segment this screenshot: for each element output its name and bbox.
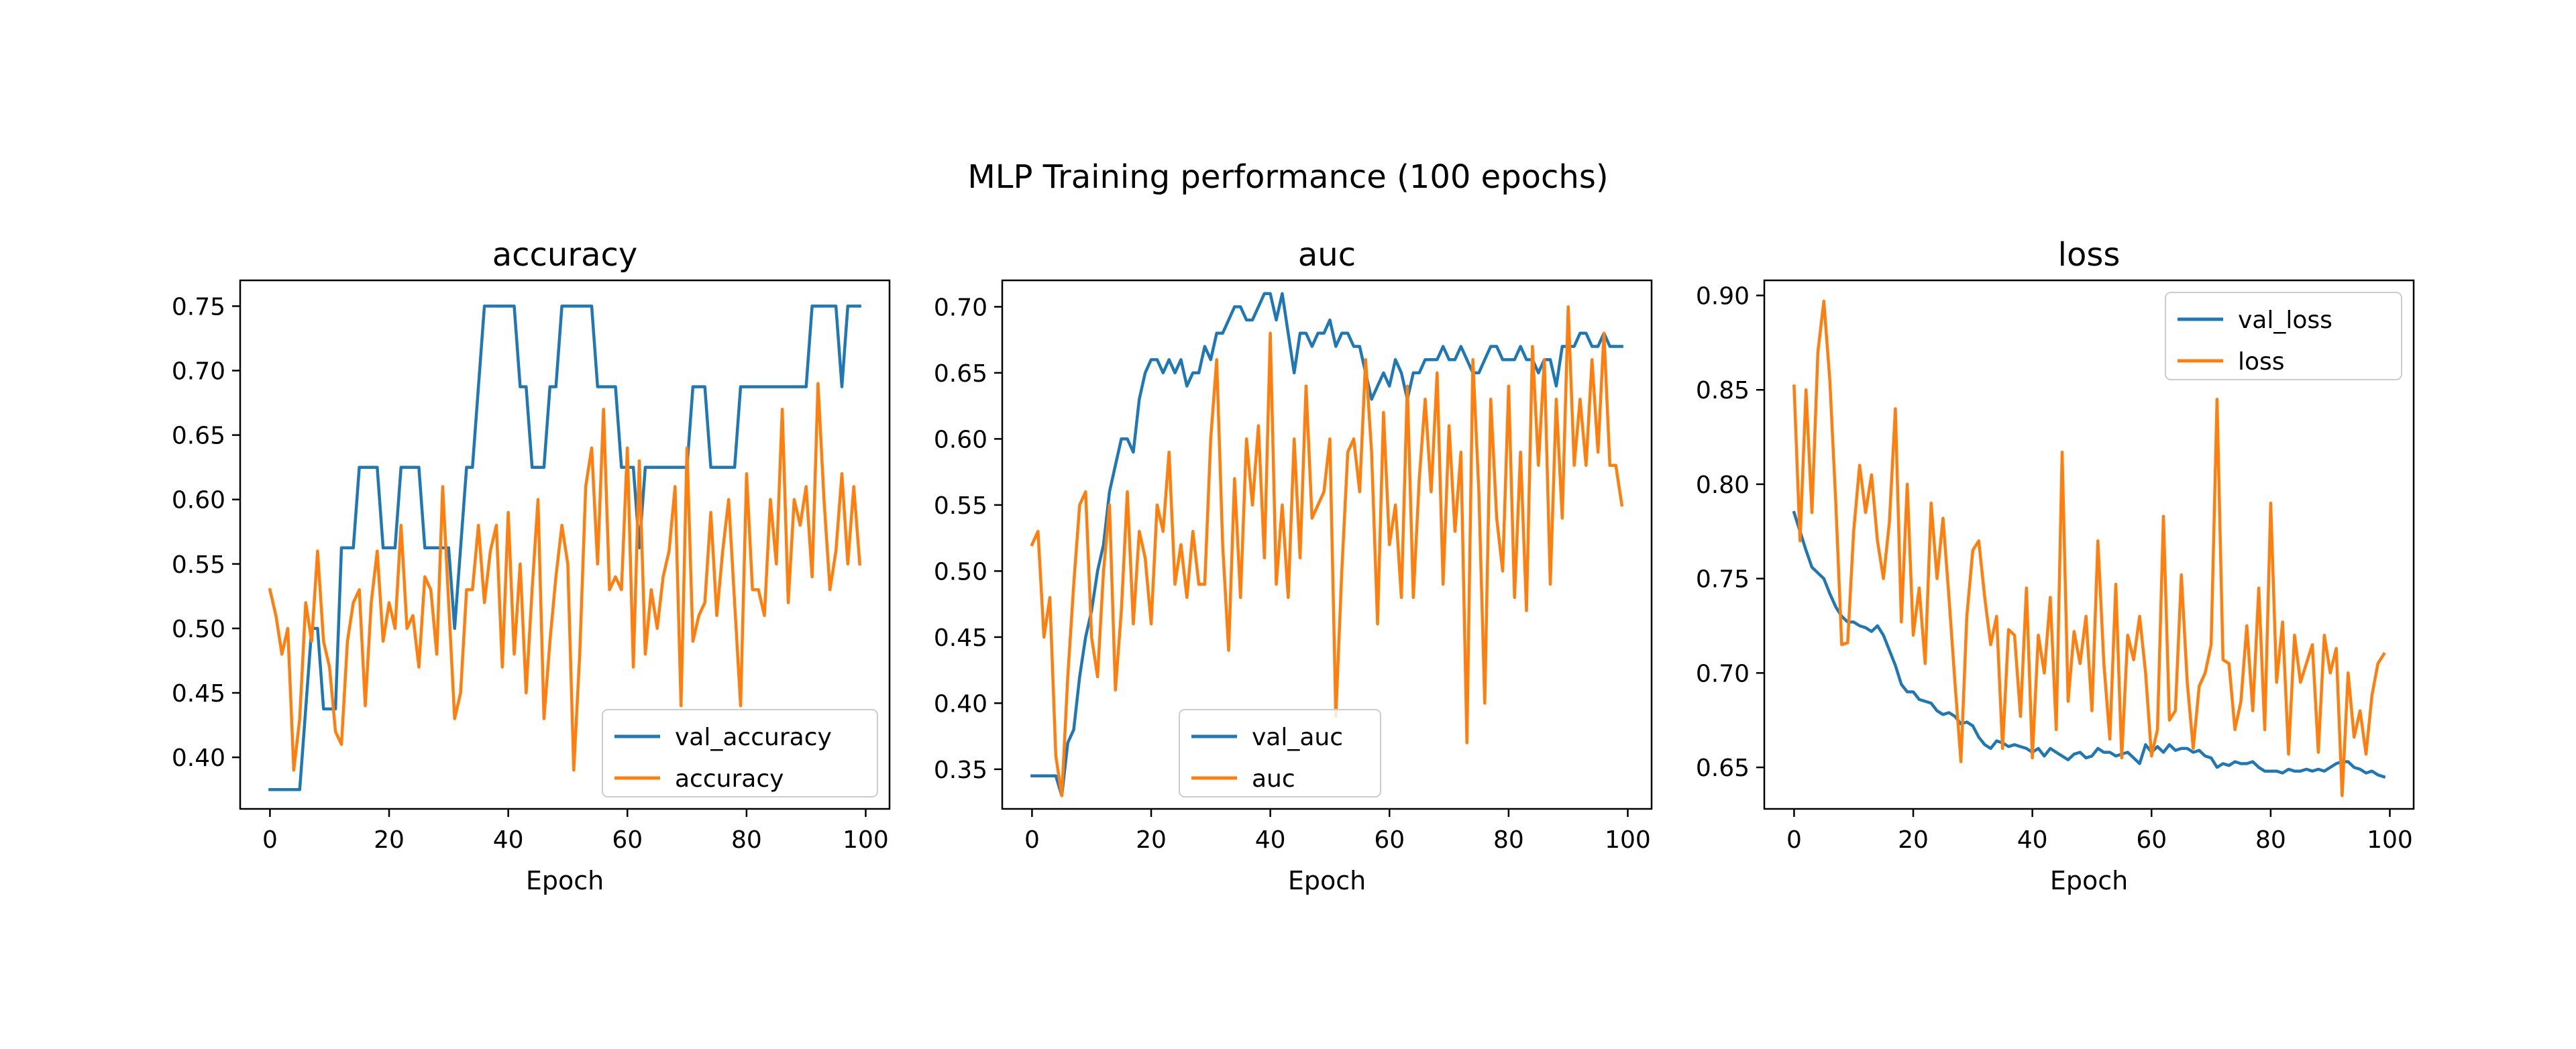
- legend-label: auc: [1252, 765, 1295, 793]
- y-tick-label: 0.90: [1696, 283, 1750, 311]
- x-tick-label: 100: [1605, 826, 1651, 854]
- x-tick-label: 40: [493, 826, 524, 854]
- series-line-accuracy: [268, 382, 862, 772]
- legend: val_accuracy accuracy: [602, 709, 878, 797]
- x-tick-label: 60: [1374, 826, 1405, 854]
- y-tick-label: 0.55: [934, 492, 987, 520]
- x-axis-label: Epoch: [1288, 866, 1366, 895]
- series-group: [268, 305, 862, 791]
- legend-box: [602, 709, 878, 797]
- y-tick-label: 0.35: [934, 757, 987, 784]
- x-tick-label: 0: [262, 826, 278, 854]
- y-tick-label: 0.70: [934, 294, 987, 321]
- y-tick-label: 0.65: [172, 423, 225, 450]
- series-line-loss: [1792, 299, 2386, 797]
- y-tick-label: 0.70: [1696, 660, 1750, 687]
- legend-label: val_auc: [1252, 724, 1343, 751]
- subplot-accuracy: accuracy 0 20 40 60 80 100 0.40 0.45 0.50 0.55 0.60…: [172, 236, 891, 895]
- x-axis-label: Epoch: [2050, 866, 2128, 895]
- figure-title: MLP Training performance (100 epochs): [967, 158, 1608, 196]
- x-tick-label: 0: [1024, 826, 1040, 854]
- y-tick-label: 0.55: [172, 551, 225, 579]
- x-tick-label: 80: [1493, 826, 1524, 854]
- x-tick-label: 100: [843, 826, 889, 854]
- y-tick-label: 0.50: [172, 616, 225, 643]
- subplot-title: loss: [2058, 236, 2121, 274]
- x-tick-label: 40: [2017, 826, 2048, 854]
- x-tick-label: 80: [731, 826, 762, 854]
- x-tick-label: 0: [1786, 826, 1802, 854]
- x-tick-label: 80: [2255, 826, 2286, 854]
- y-tick-label: 0.45: [172, 680, 225, 708]
- x-tick-label: 20: [374, 826, 405, 854]
- y-tick-label: 0.50: [934, 558, 987, 586]
- subplot-auc: auc 0 20 40 60 80 100 0.35 0.40 0.45 0.50 0.55 0.60 0…: [934, 236, 1653, 895]
- y-tick-label: 0.65: [1696, 755, 1750, 782]
- x-tick-label: 60: [612, 826, 643, 854]
- subplot-title: auc: [1298, 236, 1356, 274]
- series-line-val_auc: [1030, 292, 1623, 797]
- y-tick-label: 0.75: [172, 293, 225, 321]
- x-tick-label: 20: [1898, 826, 1929, 854]
- series-line-val_accuracy: [268, 305, 861, 791]
- x-tick-label: 40: [1255, 826, 1286, 854]
- y-tick-label: 0.70: [172, 358, 225, 386]
- axes-frame: [1001, 279, 1653, 810]
- axes-frame: [239, 279, 891, 810]
- subplot-title: accuracy: [492, 236, 638, 274]
- subplots: accuracy 0 20 40 60 80 100 0.40 0.45 0.50 0.55 0.60…: [172, 236, 2415, 895]
- legend-label: accuracy: [675, 765, 784, 793]
- legend-label: loss: [2238, 348, 2285, 376]
- legend-box: [2165, 292, 2402, 380]
- axes-frame: [1763, 279, 2415, 810]
- series-group: [1030, 292, 1624, 797]
- x-axis-label: Epoch: [526, 866, 604, 895]
- y-tick-label: 0.80: [1696, 472, 1750, 499]
- y-tick-label: 0.45: [934, 624, 987, 652]
- y-tick-label: 0.85: [1696, 377, 1750, 404]
- series-line-val_loss: [1792, 510, 2386, 779]
- y-tick-label: 0.40: [172, 744, 225, 772]
- x-tick-label: 100: [2367, 826, 2413, 854]
- legend-label: val_loss: [2238, 307, 2332, 334]
- x-tick-label: 20: [1136, 826, 1167, 854]
- y-tick-label: 0.65: [934, 360, 987, 388]
- series-line-auc: [1030, 305, 1624, 797]
- y-tick-label: 0.60: [172, 487, 225, 514]
- legend-label: val_accuracy: [675, 724, 832, 751]
- y-tick-label: 0.75: [1696, 566, 1750, 594]
- legend-box: [1179, 709, 1381, 797]
- series-group: [1792, 299, 2386, 797]
- y-tick-label: 0.60: [934, 426, 987, 453]
- subplot-loss: loss 0 20 40 60 80 100 0.65 0.70 0.75 0.80 0.85 0.90…: [1696, 236, 2415, 895]
- x-tick-label: 60: [2136, 826, 2167, 854]
- y-tick-label: 0.40: [934, 690, 987, 718]
